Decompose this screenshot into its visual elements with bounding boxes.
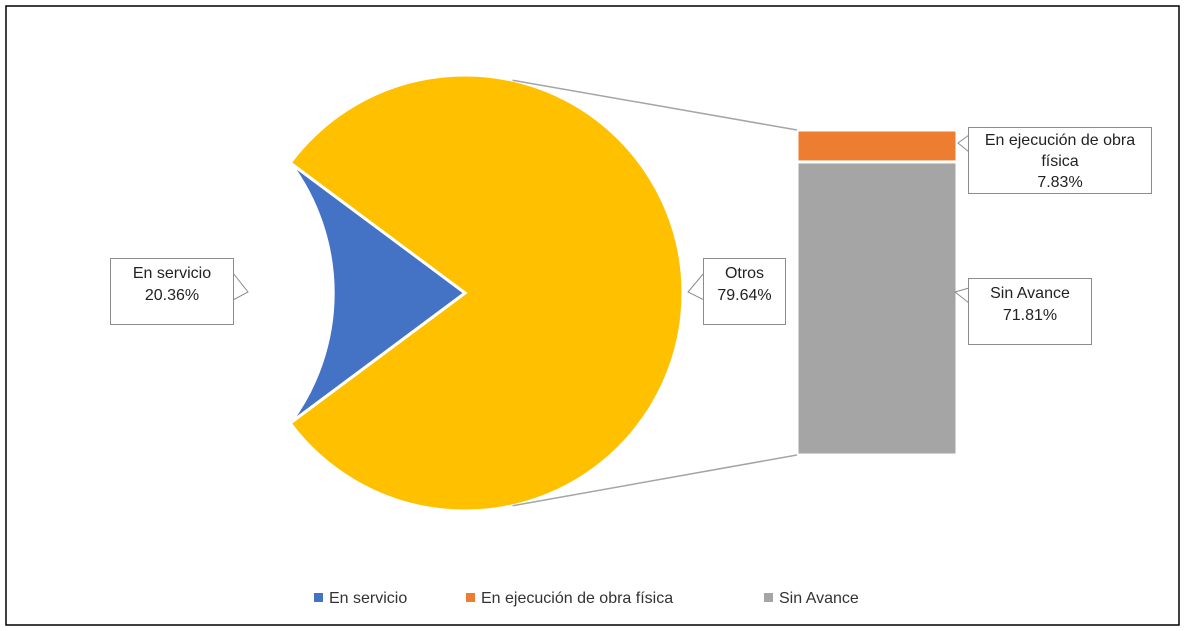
callout: Sin Avance 71.81% (968, 278, 1092, 345)
frame (5, 5, 1180, 626)
label: En ejecución de obra física (984, 132, 1136, 170)
legend-label: Sin Avance (779, 590, 859, 607)
connector (512, 79, 798, 131)
callout: En servicio 20.36% (110, 258, 234, 325)
value-label: 20.36% (144, 287, 200, 304)
legend-label: En servicio (329, 590, 408, 607)
legend-item: En ejecución de obra física (466, 588, 673, 610)
connector (512, 454, 798, 507)
callout: En ejecución de obra física 7.83% (968, 127, 1152, 194)
value-label: 7.83% (1037, 174, 1083, 191)
legend-swatch (466, 593, 475, 602)
value-label: 71.81% (1002, 307, 1058, 324)
legend-label: En ejecución de obra física (481, 590, 674, 607)
bar-segment (795, 160, 959, 457)
label: Otros (724, 265, 765, 282)
legend-swatch (764, 593, 773, 602)
legend-swatch (314, 593, 323, 602)
legend-item: Sin Avance (764, 588, 859, 610)
callout: Otros 79.64% (703, 258, 786, 325)
bar-segment (795, 128, 959, 164)
pie-slice (287, 73, 685, 513)
label: Sin Avance (990, 285, 1070, 302)
callout-pointer (232, 271, 249, 301)
value-label: 79.64% (717, 287, 772, 304)
callout-pointer (687, 271, 705, 301)
legend-item: En servicio (314, 588, 407, 610)
label: En servicio (132, 265, 212, 282)
pie-slice (288, 161, 468, 425)
